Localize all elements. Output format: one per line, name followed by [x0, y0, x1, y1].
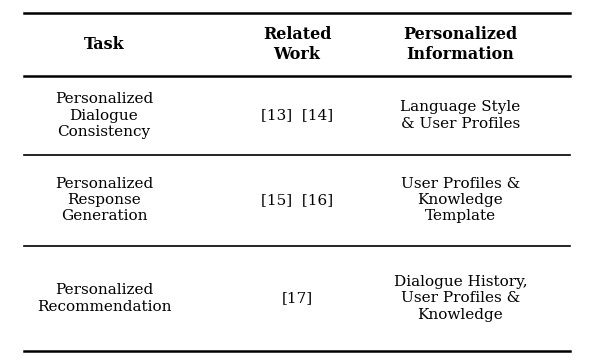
- Text: Language Style
& User Profiles: Language Style & User Profiles: [400, 100, 520, 131]
- Text: Personalized
Response
Generation: Personalized Response Generation: [55, 177, 153, 223]
- Text: Personalized
Information: Personalized Information: [403, 26, 517, 63]
- Text: [17]: [17]: [282, 292, 312, 305]
- Text: Related
Work: Related Work: [263, 26, 331, 63]
- Text: Personalized
Recommendation: Personalized Recommendation: [37, 284, 171, 313]
- Text: Personalized
Dialogue
Consistency: Personalized Dialogue Consistency: [55, 92, 153, 139]
- Text: [15]  [16]: [15] [16]: [261, 193, 333, 207]
- Text: Dialogue History,
User Profiles &
Knowledge: Dialogue History, User Profiles & Knowle…: [394, 275, 527, 322]
- Text: Task: Task: [84, 36, 124, 53]
- Text: [13]  [14]: [13] [14]: [261, 108, 333, 123]
- Text: User Profiles &
Knowledge
Template: User Profiles & Knowledge Template: [401, 177, 520, 223]
